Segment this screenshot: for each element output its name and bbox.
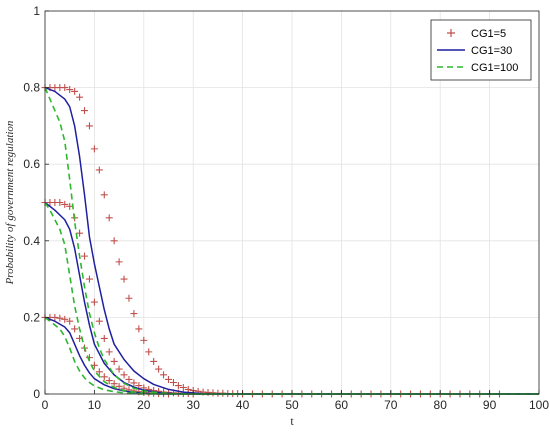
plus-marker	[90, 145, 98, 153]
plus-marker	[105, 214, 113, 222]
plus-marker	[130, 310, 138, 318]
y-tick-label: 0.8	[23, 81, 40, 95]
legend: CG1=5 CG1=30 CG1=100	[430, 19, 532, 81]
x-tick-label: 100	[529, 398, 549, 412]
plus-marker	[115, 258, 123, 266]
plus-marker	[115, 382, 123, 390]
y-tick-label: 1	[33, 4, 40, 18]
plus-marker	[110, 357, 118, 365]
plus-marker	[85, 122, 93, 130]
x-tick-label: 90	[483, 398, 497, 412]
legend-item: CG1=30	[437, 45, 512, 57]
x-tick-label: 60	[335, 398, 349, 412]
plus-marker	[66, 317, 74, 325]
plus-marker	[76, 229, 84, 237]
plus-marker	[110, 380, 118, 388]
x-tick-label: 10	[88, 398, 102, 412]
plus-marker	[110, 237, 118, 245]
legend-items: CG1=5 CG1=30 CG1=100	[437, 28, 518, 74]
legend-item: CG1=100	[437, 62, 518, 74]
plus-marker	[81, 252, 89, 260]
plus-marker	[95, 317, 103, 325]
series-line	[44, 86, 539, 395]
x-tick-label: 40	[236, 398, 250, 412]
plus-marker	[61, 84, 69, 92]
plus-marker	[160, 371, 168, 379]
plus-marker	[71, 325, 79, 333]
plus-marker	[125, 375, 133, 383]
legend-label: CG1=5	[471, 28, 506, 40]
x-tick-label: 30	[187, 398, 201, 412]
plus-marker	[105, 348, 113, 356]
legend-swatch	[447, 29, 455, 37]
plus-marker	[145, 348, 153, 356]
plus-marker	[85, 275, 93, 283]
plus-marker	[120, 275, 128, 283]
plus-marker	[100, 373, 108, 381]
plus-marker	[100, 334, 108, 342]
plus-marker	[56, 199, 64, 206]
plus-marker	[174, 382, 182, 390]
legend-label: CG1=30	[471, 45, 512, 57]
plus-marker	[61, 315, 69, 323]
axis-ticks: 0 10 20 30 40 50 60 70 80 90 100 0 0.2 0.4 0.6 0.8 1	[23, 4, 549, 412]
plus-marker	[155, 365, 163, 373]
x-tick-label: 20	[137, 398, 151, 412]
y-tick-label: 0	[33, 387, 40, 401]
plus-marker	[71, 87, 79, 95]
plus-marker	[165, 375, 172, 383]
y-tick-label: 0.4	[23, 234, 40, 248]
plus-marker	[130, 379, 138, 387]
plus-marker	[179, 383, 187, 391]
plus-marker	[135, 325, 143, 333]
plus-marker	[61, 200, 69, 208]
plus-marker	[51, 313, 59, 321]
y-tick-label: 0.6	[23, 157, 40, 171]
series-line	[44, 316, 539, 395]
y-axis-label: Probability of government regulation	[4, 120, 16, 285]
series-cg1-30	[44, 86, 539, 395]
legend-item: CG1=5	[447, 28, 506, 40]
series-line	[44, 316, 539, 395]
x-tick-label: 50	[285, 398, 299, 412]
plus-marker	[150, 357, 158, 365]
series-line	[44, 87, 539, 395]
plus-marker	[56, 314, 64, 322]
plus-marker	[66, 202, 74, 210]
legend-label: CG1=100	[471, 62, 518, 74]
plus-marker	[105, 377, 113, 385]
plus-marker	[100, 191, 108, 199]
plus-marker	[125, 294, 133, 302]
plus-marker	[140, 336, 148, 344]
x-tick-label: 70	[384, 398, 398, 412]
x-tick-label: 80	[434, 398, 448, 412]
y-tick-label: 0.2	[23, 310, 40, 324]
plus-marker	[169, 379, 177, 387]
plus-marker	[66, 86, 74, 94]
plus-marker	[95, 166, 103, 174]
series-line	[44, 201, 539, 395]
plus-marker	[76, 93, 84, 101]
plus-marker	[90, 298, 98, 306]
x-axis-label: t	[290, 414, 294, 428]
plus-marker	[120, 371, 128, 379]
x-tick-label: 0	[42, 398, 49, 412]
plus-marker	[81, 107, 89, 115]
plus-marker	[115, 365, 123, 373]
plus-marker	[95, 368, 103, 376]
